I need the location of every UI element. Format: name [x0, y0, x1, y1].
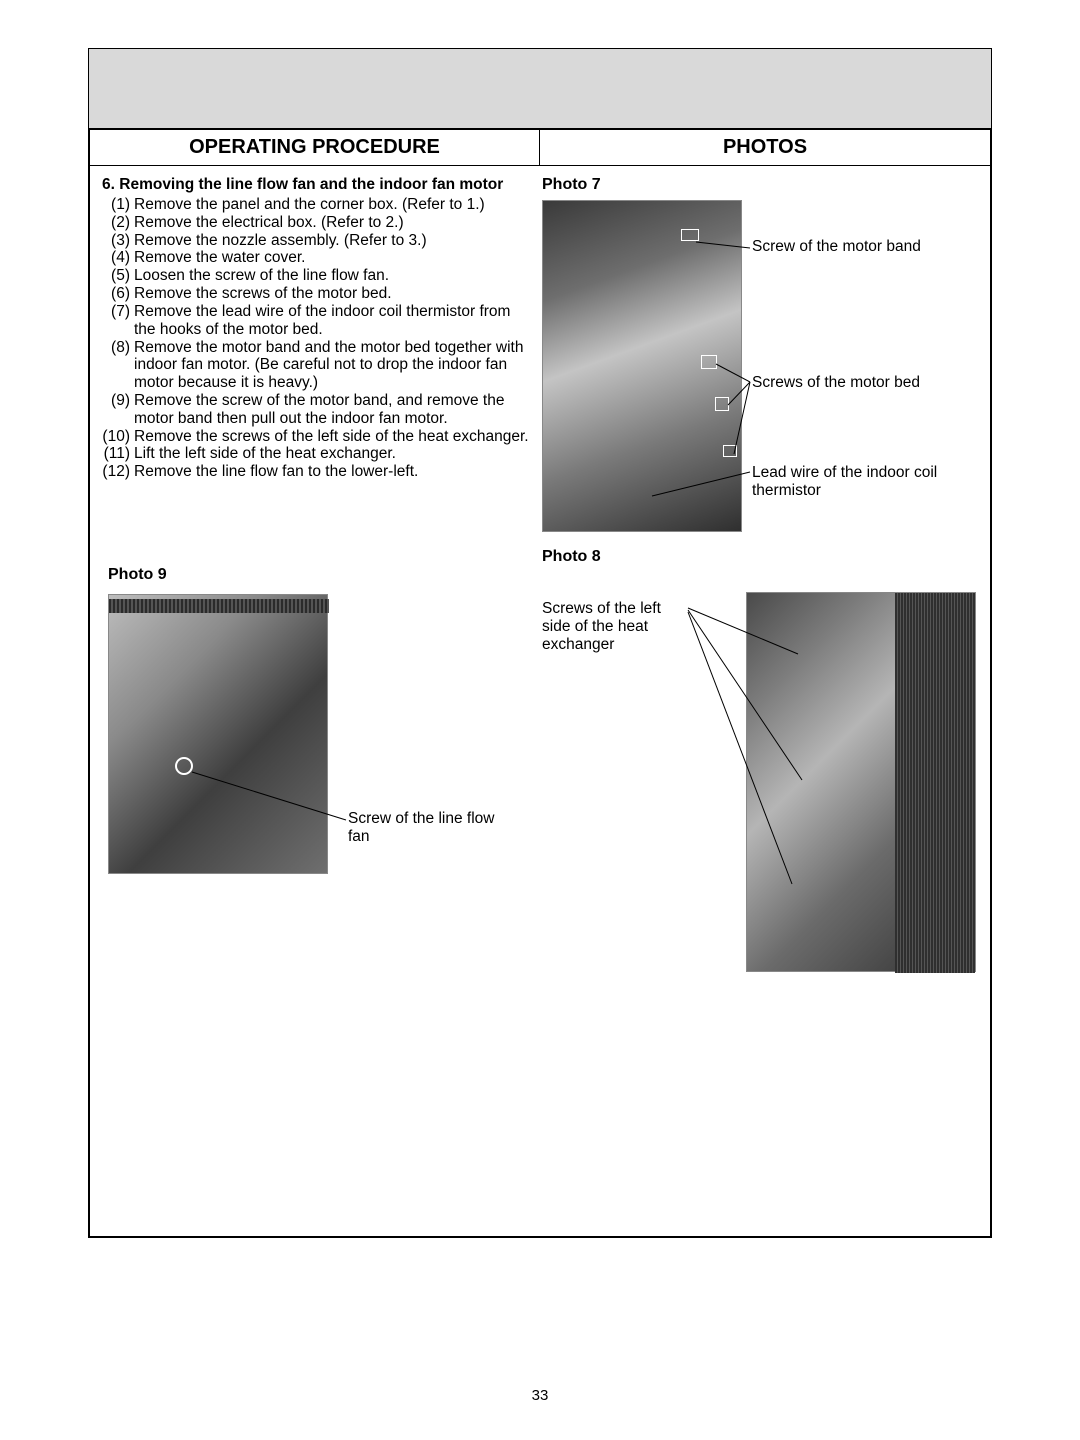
page-number: 33 — [0, 1387, 1080, 1404]
top-band — [88, 48, 992, 128]
header-row: OPERATING PROCEDURE PHOTOS — [90, 130, 990, 166]
step-num: (9) — [102, 392, 134, 428]
photo7-label: Photo 7 — [542, 176, 972, 194]
header-photos: PHOTOS — [540, 130, 990, 165]
step-text: Remove the lead wire of the indoor coil … — [134, 303, 532, 339]
photo9-image — [108, 594, 328, 874]
step-text: Remove the screws of the left side of th… — [134, 428, 532, 446]
photo7-caption-band: Screw of the motor band — [752, 238, 962, 256]
photo9-caption: Screw of the line flow fan — [348, 810, 508, 846]
step-num: (8) — [102, 339, 134, 392]
photo9-image-wrap: Screw of the line flow fan — [108, 594, 328, 874]
step-num: (5) — [102, 267, 134, 285]
step-text: Remove the screws of the motor bed. — [134, 285, 532, 303]
photo8-caption: Screws of the left side of the heat exch… — [542, 600, 690, 654]
step-text: Remove the electrical box. (Refer to 2.) — [134, 214, 532, 232]
step-num: (6) — [102, 285, 134, 303]
photo7-image — [542, 200, 742, 532]
photo8-label: Photo 8 — [542, 548, 972, 566]
step-num: (4) — [102, 249, 134, 267]
step-text: Remove the motor band and the motor bed … — [134, 339, 532, 392]
page: OPERATING PROCEDURE PHOTOS 6. Removing t… — [0, 0, 1080, 1440]
left-column: 6. Removing the line flow fan and the in… — [102, 176, 532, 481]
step-text: Lift the left side of the heat exchanger… — [134, 445, 532, 463]
step-num: (3) — [102, 232, 134, 250]
step-num: (10) — [102, 428, 134, 446]
step-num: (11) — [102, 445, 134, 463]
photo7-caption-thermistor: Lead wire of the indoor coil thermistor — [752, 464, 962, 500]
step-text: Remove the screw of the motor band, and … — [134, 392, 532, 428]
photo9-label: Photo 9 — [108, 566, 528, 584]
step-text: Remove the water cover. — [134, 249, 532, 267]
photo8-fins — [895, 593, 975, 973]
step-num: (1) — [102, 196, 134, 214]
step-text: Remove the panel and the corner box. (Re… — [134, 196, 532, 214]
step-num: (2) — [102, 214, 134, 232]
section-title-text: Removing the line flow fan and the indoo… — [119, 176, 503, 193]
photo7-wrap: Screw of the motor band Screws of the mo… — [542, 200, 972, 532]
section-number: 6. — [102, 176, 115, 193]
step-num: (7) — [102, 303, 134, 339]
right-column: Photo 7 Screw of the — [542, 176, 972, 532]
photo9-block: Photo 9 Screw of the line flow fan — [108, 566, 528, 874]
step-text: Remove the nozzle assembly. (Refer to 3.… — [134, 232, 532, 250]
photo8-block: Photo 8 Screws of the left side of the h… — [542, 548, 972, 566]
photo9-circle — [175, 757, 193, 775]
step-text: Remove the line flow fan to the lower-le… — [134, 463, 532, 481]
photo8-image — [746, 592, 976, 972]
step-text: Loosen the screw of the line flow fan. — [134, 267, 532, 285]
section-title: 6. Removing the line flow fan and the in… — [102, 176, 532, 194]
header-operating: OPERATING PROCEDURE — [90, 130, 540, 165]
content: 6. Removing the line flow fan and the in… — [90, 166, 990, 1238]
steps-list: (1)Remove the panel and the corner box. … — [102, 196, 532, 481]
main-box: OPERATING PROCEDURE PHOTOS 6. Removing t… — [88, 128, 992, 1238]
photo7-caption-bed: Screws of the motor bed — [752, 374, 962, 392]
step-num: (12) — [102, 463, 134, 481]
